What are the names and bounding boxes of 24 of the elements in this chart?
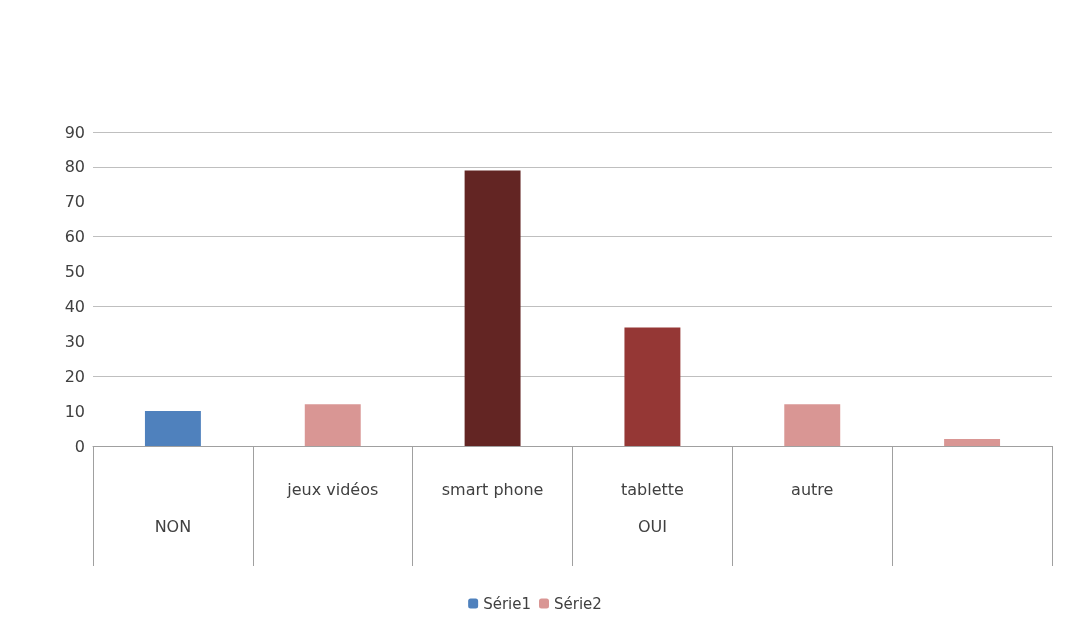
y-tick-label: 70 <box>64 192 85 212</box>
legend-label: Série1 <box>483 594 531 613</box>
text: NON <box>154 516 192 536</box>
legend-label: Série2 <box>554 594 602 613</box>
x-tick-label: jeux vidéos <box>286 479 379 499</box>
bar <box>944 439 1001 446</box>
y-tick-label: 10 <box>64 401 85 421</box>
y-tick-label: 50 <box>64 262 85 282</box>
bar <box>304 404 361 446</box>
x-tick-label: smart phone <box>441 479 544 499</box>
bar <box>464 170 521 446</box>
x-tick-label: autre <box>791 479 834 499</box>
x-tick-label: tablette <box>620 479 684 499</box>
y-tick-label: 60 <box>64 227 85 247</box>
bar <box>624 327 681 446</box>
bar <box>144 411 201 446</box>
y-tick-label: 40 <box>64 296 85 316</box>
text: OUI <box>637 516 667 536</box>
y-tick-label: 90 <box>64 122 85 142</box>
bar <box>784 404 841 446</box>
y-tick-label: 30 <box>64 331 85 351</box>
y-tick-label: 20 <box>64 366 85 386</box>
y-tick-label: 80 <box>64 157 85 177</box>
y-tick-label: 0 <box>74 436 85 456</box>
